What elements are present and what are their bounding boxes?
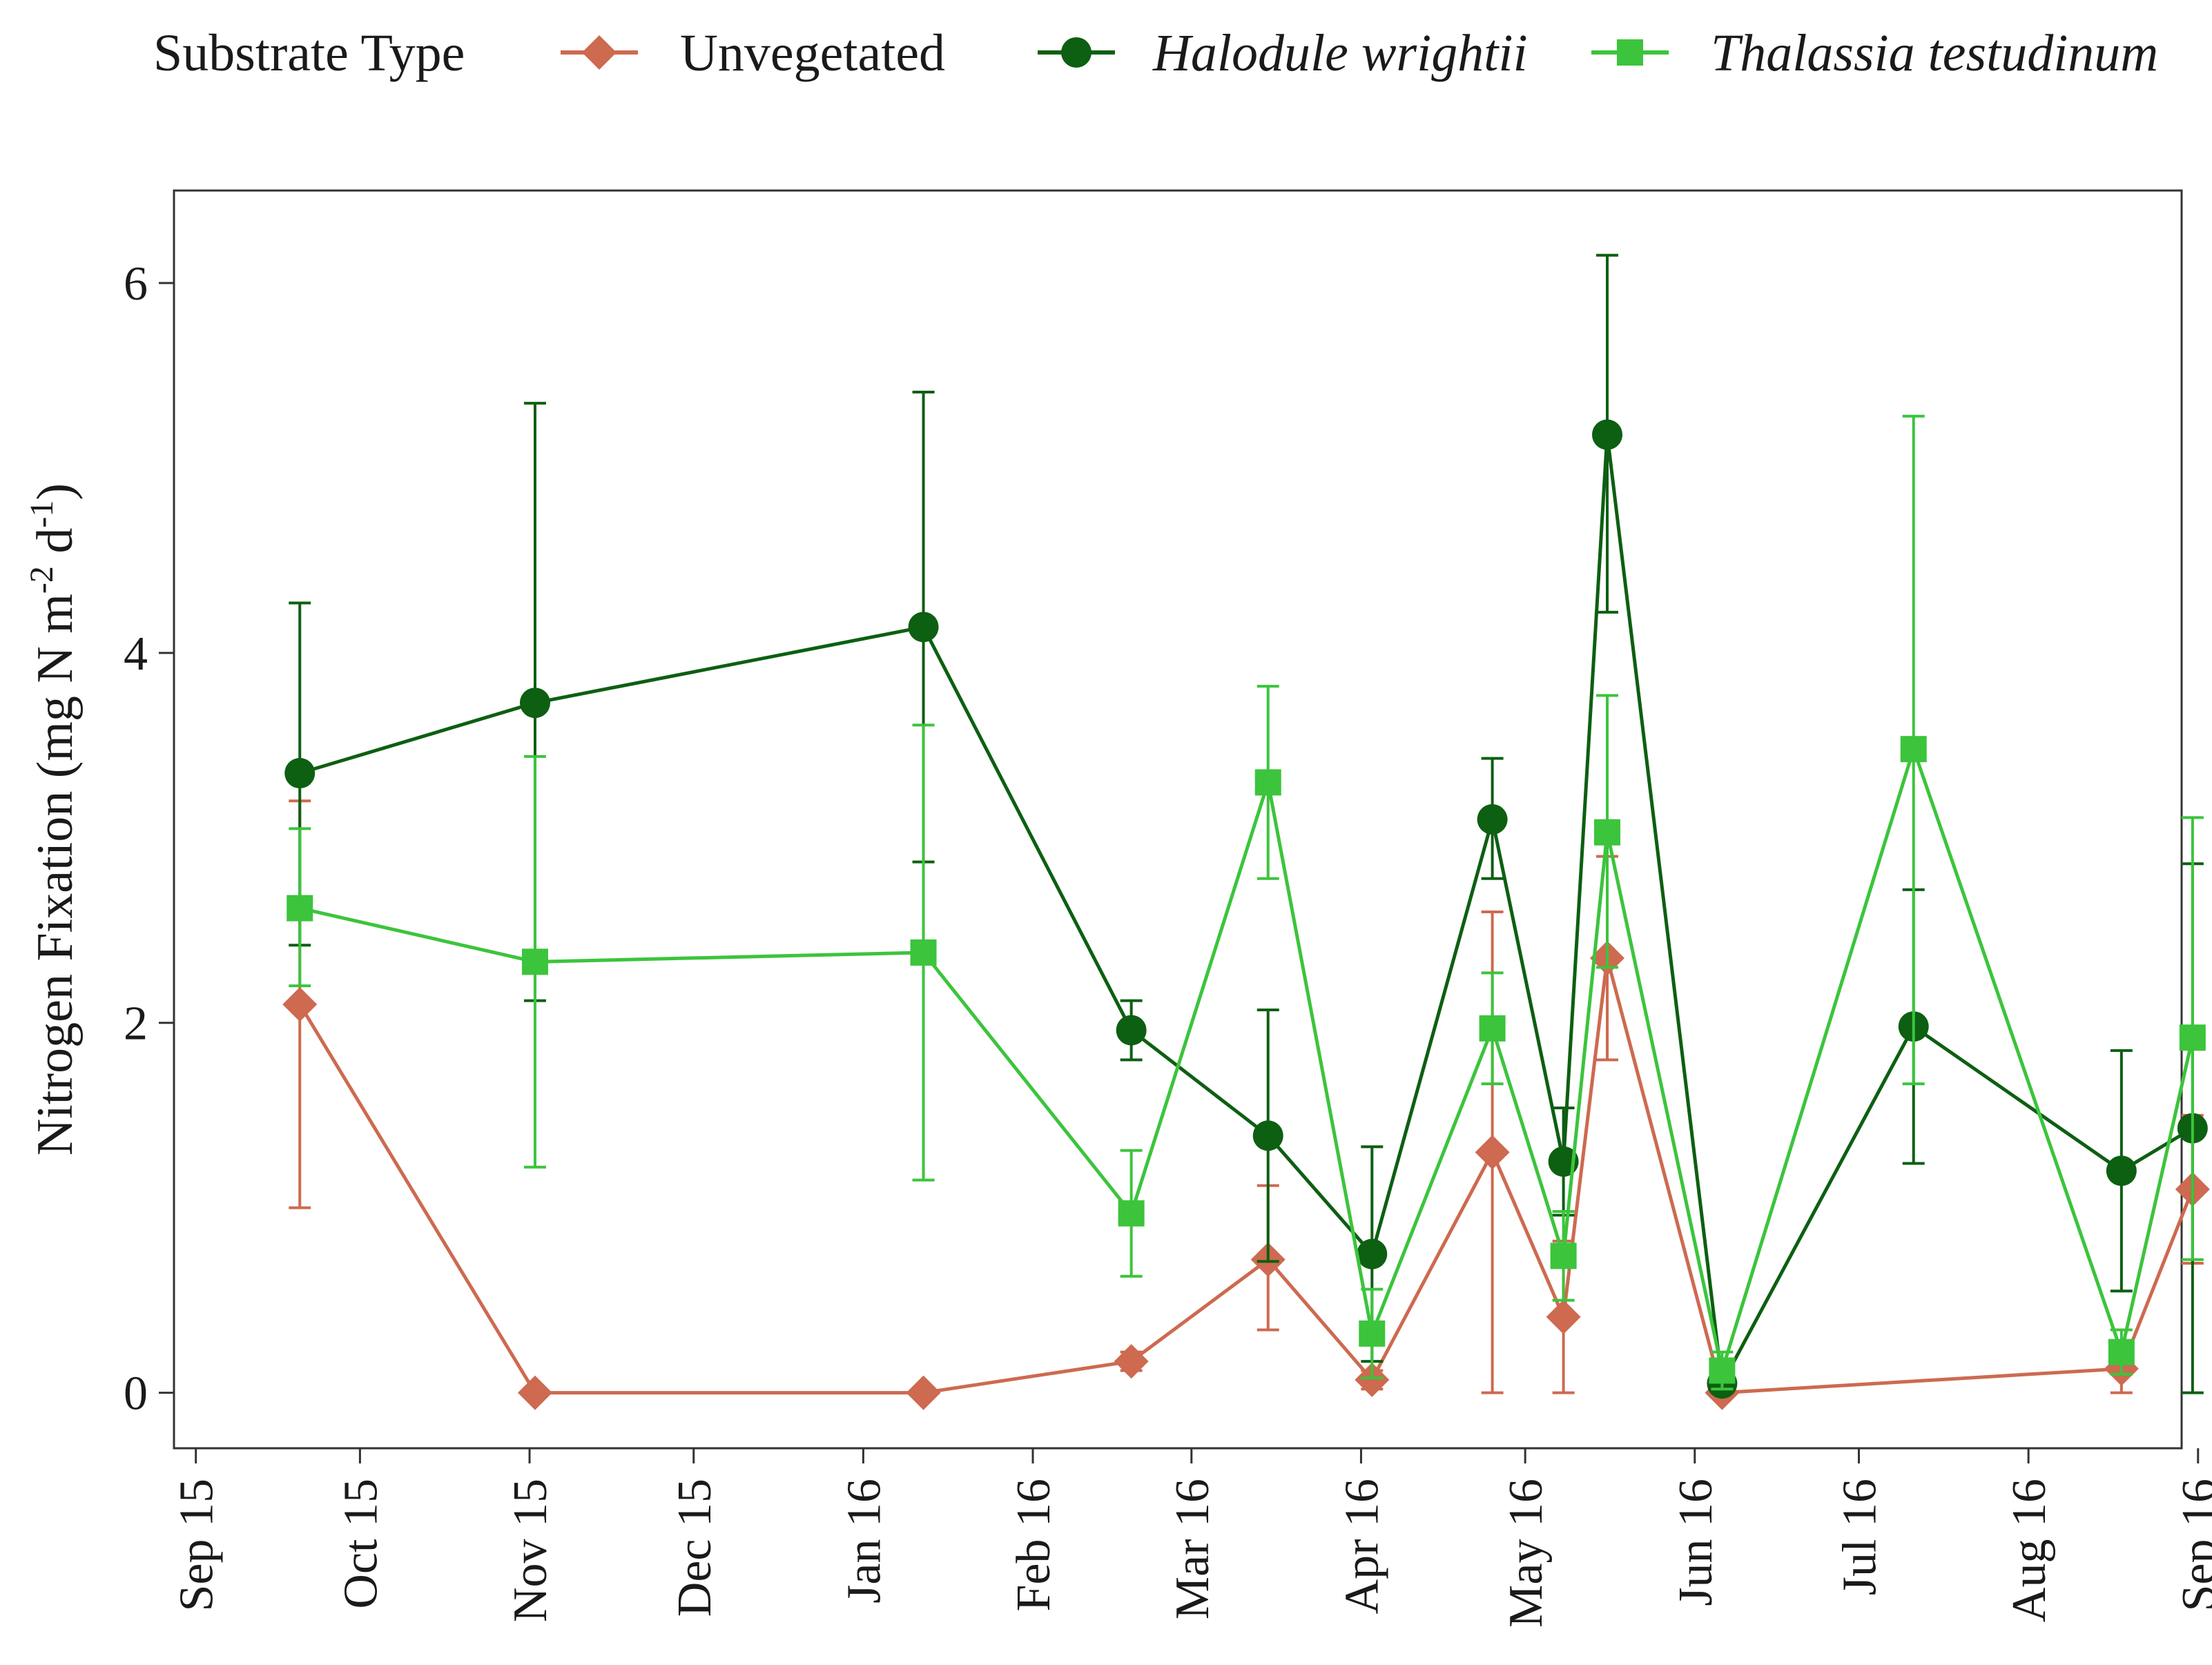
y-axis-title-end: ) — [27, 483, 84, 500]
data-point — [2106, 1156, 2137, 1187]
data-point — [910, 939, 937, 966]
y-tick-label: 6 — [124, 257, 148, 311]
series-line — [298, 956, 2195, 1395]
data-point — [1252, 1120, 1283, 1151]
legend-title: Substrate Type — [153, 24, 465, 82]
data-point — [2179, 1024, 2206, 1051]
y-axis-title-main: Nitrogen Fixation (mg N m — [27, 594, 84, 1156]
data-point — [1477, 804, 1508, 835]
data-point — [1359, 1320, 1386, 1347]
legend-label: Thalassia testudinum — [1711, 24, 2158, 82]
data-point — [284, 758, 316, 789]
series-line — [299, 433, 2194, 1385]
data-point — [1254, 769, 1281, 796]
x-tick-label: Jun 16 — [1669, 1479, 1723, 1606]
data-point — [521, 948, 548, 975]
series-unvegetated — [282, 799, 2210, 1410]
legend-key-marker — [582, 35, 617, 70]
legend-entries: Unvegetated Halodule wrightii Thalassia te… — [561, 24, 2158, 82]
data-point — [1114, 1344, 1149, 1379]
data-point — [519, 688, 550, 719]
data-point — [906, 1375, 941, 1410]
legend-label: Halodule wrightii — [1152, 24, 1528, 82]
data-point — [1900, 736, 1927, 763]
data-point — [2108, 1338, 2135, 1365]
data-point — [282, 986, 318, 1022]
data-point — [287, 895, 313, 922]
x-tick-label: Aug 16 — [2003, 1479, 2056, 1622]
y-axis-title-mid: d — [27, 528, 84, 567]
x-tick-label: Nov 15 — [504, 1479, 557, 1622]
x-tick-label: Jul 16 — [1834, 1479, 1887, 1595]
series-thalassia-testudinum — [287, 414, 2206, 1391]
x-tick-label: Jan 16 — [837, 1479, 891, 1604]
data-point — [1116, 1015, 1147, 1046]
x-tick-label: May 16 — [1500, 1479, 1553, 1628]
legend-label: Unvegetated — [680, 24, 945, 82]
data-point — [1475, 1135, 1510, 1170]
x-tick-label: Apr 16 — [1335, 1479, 1388, 1614]
legend: Substrate Type Unvegetated Halodule wrigh… — [153, 24, 2158, 82]
data-point — [1550, 1243, 1577, 1269]
data-point — [1479, 1015, 1506, 1042]
x-tick-label: Dec 15 — [668, 1479, 721, 1617]
y-axis-title-sup2: -1 — [23, 500, 60, 528]
legend-key-marker — [1617, 39, 1643, 66]
x-tick-label: Sep 15 — [171, 1479, 224, 1612]
x-tick-label: Sep 16 — [2173, 1479, 2212, 1612]
legend-key-marker — [1061, 37, 1092, 68]
y-axis: 0 2 4 6 — [124, 257, 174, 1421]
series-halodule-wrightii — [284, 253, 2208, 1399]
data-point — [908, 612, 939, 643]
legend-entry: Thalassia testudinum — [1591, 24, 2158, 82]
data-point — [1594, 819, 1621, 846]
y-axis-title-sup1: -2 — [23, 566, 60, 594]
data-point — [1118, 1200, 1145, 1227]
y-tick-label: 2 — [124, 997, 148, 1051]
x-axis: Sep 15 Oct 15 Nov 15 Dec 15 Jan 16 Feb 16 Mar … — [171, 1448, 2212, 1628]
series-layer — [282, 253, 2210, 1410]
data-point — [1592, 419, 1623, 450]
data-point — [1546, 1299, 1581, 1334]
x-tick-label: Mar 16 — [1166, 1479, 1219, 1619]
legend-entry: Halodule wrightii — [1038, 24, 1528, 82]
data-point — [1709, 1357, 1736, 1384]
data-point — [1355, 1362, 1390, 1397]
x-tick-label: Oct 15 — [334, 1479, 387, 1609]
y-tick-label: 0 — [124, 1367, 148, 1421]
data-point — [517, 1375, 552, 1410]
plot-panel — [173, 189, 2183, 1450]
y-axis-title: Nitrogen Fixation (mg N m-2 d-1) — [23, 483, 84, 1156]
data-point — [1357, 1238, 1388, 1269]
legend-entry: Unvegetated — [561, 24, 945, 82]
x-tick-label: Feb 16 — [1007, 1479, 1060, 1612]
y-tick-label: 4 — [124, 627, 148, 681]
